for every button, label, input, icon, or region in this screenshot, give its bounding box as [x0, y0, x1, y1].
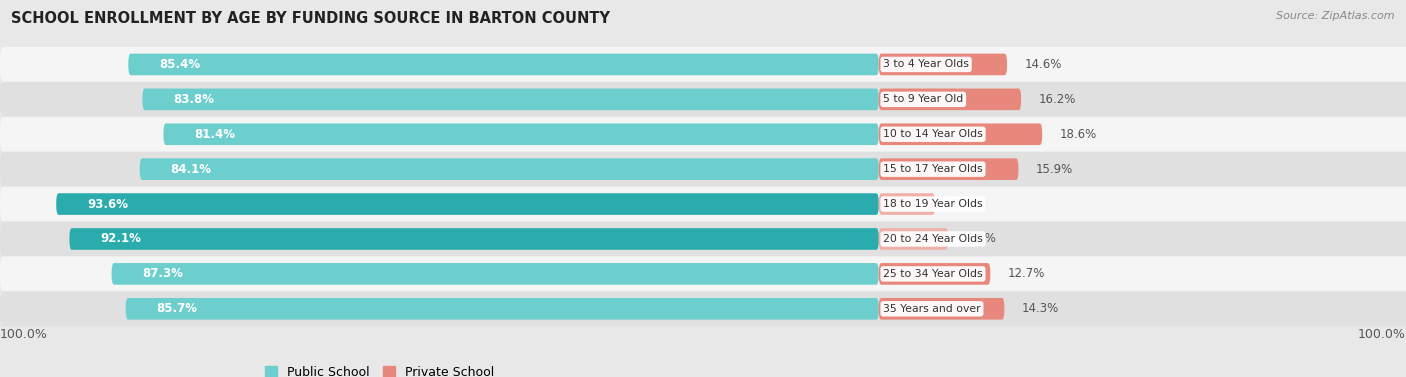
FancyBboxPatch shape: [879, 228, 948, 250]
FancyBboxPatch shape: [163, 123, 879, 145]
Text: 92.1%: 92.1%: [100, 233, 141, 245]
Text: 18.6%: 18.6%: [1060, 128, 1097, 141]
Text: 14.6%: 14.6%: [1025, 58, 1062, 71]
Text: SCHOOL ENROLLMENT BY AGE BY FUNDING SOURCE IN BARTON COUNTY: SCHOOL ENROLLMENT BY AGE BY FUNDING SOUR…: [11, 11, 610, 26]
FancyBboxPatch shape: [142, 89, 879, 110]
Text: 85.7%: 85.7%: [156, 302, 197, 315]
Text: 10 to 14 Year Olds: 10 to 14 Year Olds: [883, 129, 983, 139]
Text: 93.6%: 93.6%: [87, 198, 128, 211]
Text: 100.0%: 100.0%: [0, 328, 48, 341]
Text: 87.3%: 87.3%: [142, 267, 183, 280]
Text: 20 to 24 Year Olds: 20 to 24 Year Olds: [883, 234, 983, 244]
FancyBboxPatch shape: [125, 298, 879, 320]
FancyBboxPatch shape: [879, 54, 1007, 75]
Text: 85.4%: 85.4%: [159, 58, 200, 71]
FancyBboxPatch shape: [879, 89, 1021, 110]
Text: 5 to 9 Year Old: 5 to 9 Year Old: [883, 94, 963, 104]
Text: Source: ZipAtlas.com: Source: ZipAtlas.com: [1277, 11, 1395, 21]
FancyBboxPatch shape: [0, 187, 1406, 222]
FancyBboxPatch shape: [56, 193, 879, 215]
FancyBboxPatch shape: [0, 82, 1406, 117]
Legend: Public School, Private School: Public School, Private School: [260, 361, 499, 377]
Text: 3 to 4 Year Olds: 3 to 4 Year Olds: [883, 60, 969, 69]
Text: 35 Years and over: 35 Years and over: [883, 304, 981, 314]
FancyBboxPatch shape: [879, 123, 1042, 145]
FancyBboxPatch shape: [128, 54, 879, 75]
FancyBboxPatch shape: [0, 47, 1406, 82]
Text: 16.2%: 16.2%: [1039, 93, 1076, 106]
FancyBboxPatch shape: [879, 158, 1018, 180]
Text: 81.4%: 81.4%: [194, 128, 235, 141]
FancyBboxPatch shape: [111, 263, 879, 285]
Text: 15 to 17 Year Olds: 15 to 17 Year Olds: [883, 164, 983, 174]
FancyBboxPatch shape: [879, 298, 1004, 320]
Text: 12.7%: 12.7%: [1008, 267, 1045, 280]
Text: 84.1%: 84.1%: [170, 162, 211, 176]
FancyBboxPatch shape: [0, 256, 1406, 291]
FancyBboxPatch shape: [0, 291, 1406, 326]
Text: 83.8%: 83.8%: [173, 93, 214, 106]
Text: 100.0%: 100.0%: [1358, 328, 1406, 341]
FancyBboxPatch shape: [0, 152, 1406, 187]
FancyBboxPatch shape: [139, 158, 879, 180]
FancyBboxPatch shape: [879, 263, 990, 285]
Text: 14.3%: 14.3%: [1022, 302, 1059, 315]
FancyBboxPatch shape: [0, 117, 1406, 152]
Text: 25 to 34 Year Olds: 25 to 34 Year Olds: [883, 269, 983, 279]
Text: 18 to 19 Year Olds: 18 to 19 Year Olds: [883, 199, 983, 209]
Text: 15.9%: 15.9%: [1036, 162, 1073, 176]
FancyBboxPatch shape: [69, 228, 879, 250]
Text: 6.4%: 6.4%: [953, 198, 983, 211]
FancyBboxPatch shape: [879, 193, 935, 215]
Text: 7.9%: 7.9%: [966, 233, 995, 245]
FancyBboxPatch shape: [0, 222, 1406, 256]
